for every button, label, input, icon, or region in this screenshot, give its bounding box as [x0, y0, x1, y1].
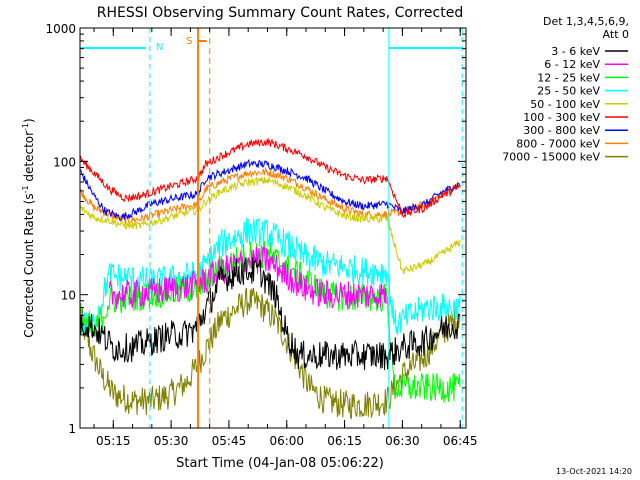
y-tick-label: 100	[53, 155, 76, 169]
legend-label: 12 - 25 keV	[537, 71, 600, 84]
series-line-800-7000-kev	[80, 166, 461, 225]
x-tick-label: 05:15	[96, 434, 131, 448]
y-axis-label: Corrected Count Rate (s-1 detector-1)	[21, 118, 36, 337]
legend-label: 25 - 50 keV	[537, 85, 600, 98]
series-line-6-12-kev	[108, 246, 388, 310]
series-line-7000-15000-kev	[80, 287, 461, 420]
legend-label: 100 - 300 keV	[523, 111, 600, 124]
plot-frame	[79, 27, 467, 429]
y-tick-label: 1	[68, 422, 76, 436]
legend-label: 6 - 12 keV	[544, 58, 600, 71]
x-axis-label: Start Time (04-Jan-08 05:06:22)	[176, 456, 384, 471]
chart-title: RHESSI Observing Summary Count Rates, Co…	[97, 5, 463, 21]
series-line-300-800-kev	[80, 158, 461, 222]
saa-flag-label: S	[186, 36, 192, 47]
legend-header-line-1: Det 1,3,4,5,6,9,	[543, 15, 629, 28]
legend-label: 3 - 6 keV	[551, 45, 600, 58]
series-line-50-100-kev	[80, 176, 461, 275]
y-tick-label: 1000	[45, 22, 76, 36]
legend-label: 50 - 100 keV	[530, 98, 600, 111]
series-line-12-25-kev	[80, 240, 461, 403]
legend-label: 300 - 800 keV	[523, 124, 600, 137]
series-line-3-6-kev	[80, 257, 461, 371]
legend-label: 7000 - 15000 keV	[502, 151, 600, 164]
x-tick-label: 05:45	[212, 434, 247, 448]
legend-header-line-2: Att 0	[603, 28, 629, 41]
x-tick-label: 05:30	[154, 434, 189, 448]
y-tick-label: 10	[61, 289, 76, 303]
footer-timestamp: 13-Oct-2021 14:20	[556, 467, 632, 476]
x-tick-label: 06:15	[327, 434, 362, 448]
x-tick-label: 06:00	[269, 434, 304, 448]
series-line-25-50-kev	[80, 218, 461, 336]
x-tick-label: 06:45	[443, 434, 478, 448]
legend-label: 800 - 7000 keV	[516, 137, 600, 150]
series-line-100-300-kev	[80, 137, 461, 218]
x-tick-label: 06:30	[385, 434, 420, 448]
night-flag-label: N	[156, 42, 163, 53]
